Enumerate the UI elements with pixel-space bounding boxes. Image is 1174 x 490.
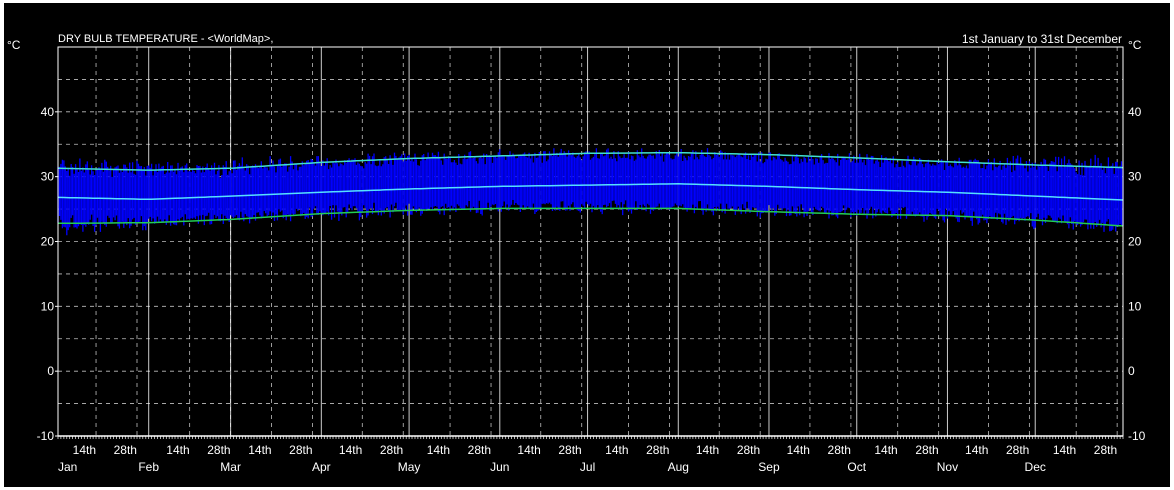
x-tick-label: 14th xyxy=(427,443,450,457)
min-temperature-line xyxy=(58,207,1124,227)
x-month-label: Oct xyxy=(847,460,866,474)
hourly-series xyxy=(57,148,1124,236)
y-tick-label-left: 20 xyxy=(41,235,55,249)
x-day-ticks xyxy=(57,436,1124,439)
x-tick-label: 28th xyxy=(207,443,230,457)
y-tick-label-right: 30 xyxy=(1128,170,1142,184)
chart-frame: °C °C DRY BULB TEMPERATURE - <WorldMap>,… xyxy=(4,3,1170,487)
y-tick-label-right: 10 xyxy=(1128,299,1142,313)
x-tick-label: 28th xyxy=(1006,443,1029,457)
y-tick-label-right: -10 xyxy=(1128,429,1146,443)
x-tick-label: 14th xyxy=(1053,443,1076,457)
chart-title: DRY BULB TEMPERATURE - <WorldMap>, xyxy=(58,33,273,45)
x-month-label: Sep xyxy=(758,460,780,474)
x-tick-label: 28th xyxy=(289,443,312,457)
x-tick-label: 28th xyxy=(468,443,491,457)
x-tick-label: 28th xyxy=(737,443,760,457)
y-axis: 40 40 30 30 20 20 10 10 0 0 -10 -10 xyxy=(37,105,1146,443)
x-month-label: Jul xyxy=(580,460,595,474)
x-tick-label: 14th xyxy=(248,443,271,457)
x-tick-label: 28th xyxy=(558,443,581,457)
y-tick-label-right: 20 xyxy=(1128,235,1142,249)
x-tick-label: 14th xyxy=(874,443,897,457)
x-month-label: Apr xyxy=(312,460,331,474)
x-tick-label: 14th xyxy=(73,443,96,457)
x-month-label: Dec xyxy=(1025,460,1046,474)
y-tick-label-right: 40 xyxy=(1128,105,1142,119)
envelope-lines xyxy=(57,151,1124,227)
x-month-label: May xyxy=(398,460,421,474)
x-month-label: Jun xyxy=(490,460,509,474)
x-tick-label: 28th xyxy=(380,443,403,457)
grid xyxy=(57,47,1123,436)
y-tick-label-left: 10 xyxy=(41,299,55,313)
max-temperature-line xyxy=(57,151,1124,171)
x-tick-label: 28th xyxy=(828,443,851,457)
y-tick-label-left: 0 xyxy=(47,364,54,378)
hourly-series-path xyxy=(57,148,1124,236)
temperature-chart: °C °C DRY BULB TEMPERATURE - <WorldMap>,… xyxy=(7,32,1146,474)
x-tick-label: 14th xyxy=(166,443,189,457)
date-range: 1st January to 31st December xyxy=(962,32,1122,46)
x-month-label: Jan xyxy=(58,460,77,474)
x-month-label: Feb xyxy=(138,460,159,474)
x-tick-label: 28th xyxy=(915,443,938,457)
y-unit-left: °C xyxy=(7,38,21,52)
y-tick-label-left: 30 xyxy=(41,170,55,184)
x-tick-label: 28th xyxy=(1094,443,1117,457)
x-month-label: Aug xyxy=(668,460,689,474)
y-tick-label-left: 40 xyxy=(41,105,55,119)
x-tick-label: 14th xyxy=(517,443,540,457)
x-tick-label: 28th xyxy=(114,443,137,457)
y-tick-label-right: 0 xyxy=(1128,364,1135,378)
y-unit-right: °C xyxy=(1128,38,1142,52)
x-tick-label: 14th xyxy=(965,443,988,457)
x-tick-label: 14th xyxy=(339,443,362,457)
x-month-label: Nov xyxy=(937,460,958,474)
y-tick-label-left: -10 xyxy=(37,429,55,443)
x-tick-label: 28th xyxy=(646,443,669,457)
x-month-label: Mar xyxy=(220,460,241,474)
x-tick-label: 14th xyxy=(696,443,719,457)
mean-temperature-line xyxy=(57,183,1124,201)
x-tick-label: 14th xyxy=(605,443,628,457)
x-tick-label: 14th xyxy=(787,443,810,457)
